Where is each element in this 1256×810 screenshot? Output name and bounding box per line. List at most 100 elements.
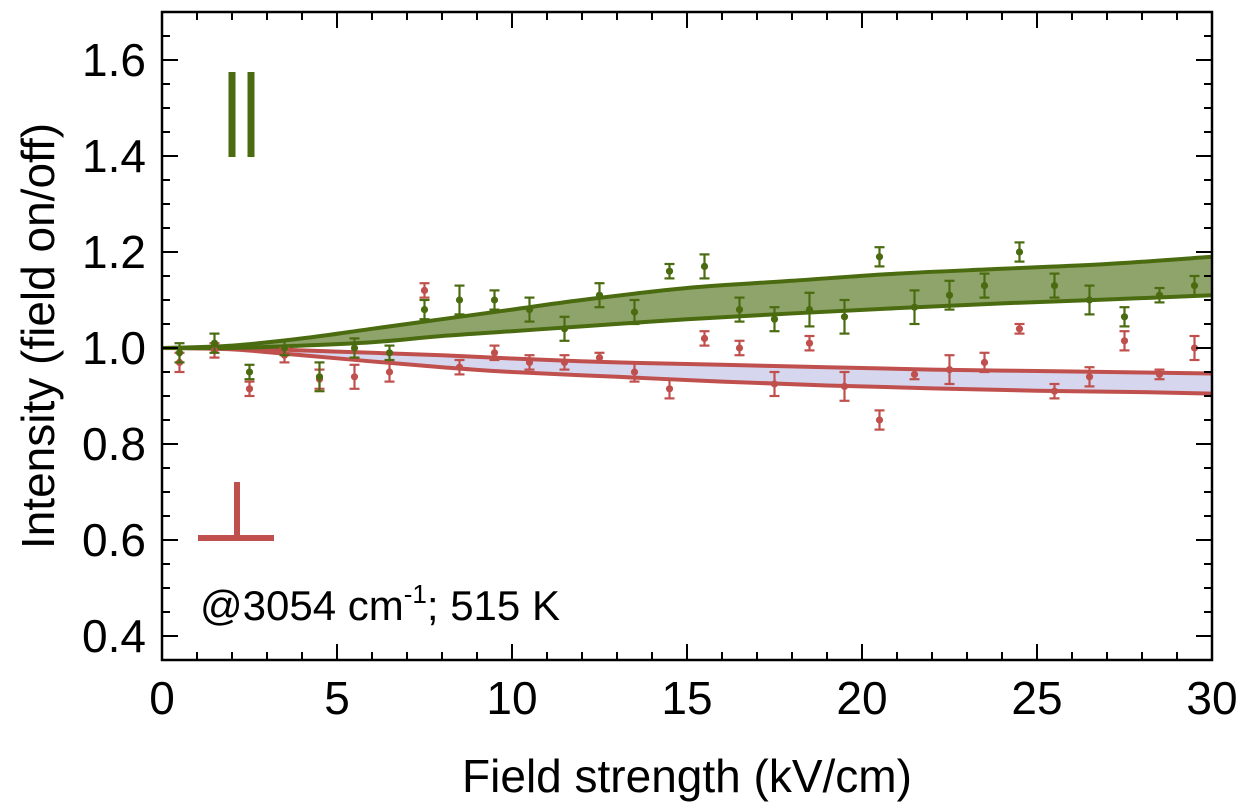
parallel-data-point: [524, 296, 535, 323]
parallel-marker: [1050, 282, 1059, 290]
perpendicular-marker: [840, 382, 849, 390]
parallel-data-point: [419, 298, 430, 321]
parallel-marker: [840, 313, 849, 321]
parallel-data-point: [1014, 241, 1025, 263]
perpendicular-data-point: [489, 344, 500, 362]
parallel-data-point: [279, 339, 290, 357]
x-tick-labels: 0 5 10 15 20 25 30: [149, 672, 1237, 724]
parallel-marker: [805, 306, 814, 314]
parallel-marker: [245, 368, 254, 376]
legend-parallel-symbol: ||: [228, 72, 255, 157]
parallel-marker: [315, 373, 324, 381]
parallel-data-point: [664, 262, 675, 280]
legend-perpendicular-symbol: ⊥: [198, 482, 274, 541]
x-tick-label: 0: [149, 672, 175, 724]
fit-curves: [161, 254, 1213, 396]
parallel-marker: [1120, 313, 1129, 321]
parallel-marker: [175, 349, 184, 357]
parallel-marker: [525, 306, 534, 314]
parallel-marker: [1015, 248, 1024, 256]
x-tick-label: 20: [836, 672, 887, 724]
perpendicular-data-point: [384, 361, 395, 383]
y-tick-label: 0.6: [82, 514, 146, 566]
parallel-data-point: [314, 361, 325, 393]
perpendicular-data-point: [804, 334, 815, 352]
parallel-marker: [665, 267, 674, 275]
y-axis-title: Intensity (field on/off): [12, 123, 64, 549]
parallel-marker: [735, 306, 744, 314]
perpendicular-marker: [595, 354, 604, 362]
parallel-marker: [980, 282, 989, 290]
parallel-data-point: [909, 289, 920, 326]
perpendicular-data-point: [1084, 366, 1095, 388]
parallel-data-point: [244, 363, 255, 381]
parallel-marker: [385, 349, 394, 357]
perpendicular-marker: [560, 358, 569, 366]
perpendicular-marker: [630, 368, 639, 376]
perpendicular-data-point: [1154, 368, 1165, 381]
perpendicular-marker: [1190, 344, 1199, 352]
perpendicular-marker: [910, 370, 919, 378]
perpendicular-data-point: [909, 368, 920, 381]
perpendicular-data-point: [979, 351, 990, 374]
perpendicular-upper-curve: [161, 345, 1213, 376]
parallel-marker: [210, 339, 219, 347]
perpendicular-marker: [805, 339, 814, 347]
y-tick-label: 0.8: [82, 418, 146, 470]
parallel-marker: [1190, 282, 1199, 290]
parallel-data-point: [629, 298, 640, 326]
perpendicular-data-point: [874, 409, 885, 431]
perpendicular-lower-curve: [161, 346, 1213, 396]
parallel-marker: [630, 308, 639, 316]
parallel-marker: [595, 291, 604, 299]
perpendicular-marker: [665, 385, 674, 393]
perpendicular-marker: [1085, 373, 1094, 381]
annotation-superscript: -1: [404, 579, 427, 609]
annotation-suffix: ; 515 K: [427, 582, 560, 629]
parallel-data-point: [1119, 306, 1130, 328]
perpendicular-marker: [875, 416, 884, 424]
perpendicular-marker: [350, 373, 359, 381]
perpendicular-data-point: [524, 354, 535, 371]
parallel-upper-curve: [161, 254, 1213, 350]
y-tick-label: 1.2: [82, 226, 146, 278]
parallel-data-point: [489, 289, 500, 311]
parallel-marker: [455, 296, 464, 304]
parallel-data-point: [979, 272, 990, 299]
perpendicular-data-point: [699, 330, 710, 347]
parallel-marker: [700, 262, 709, 270]
parallel-data-point: [454, 284, 465, 316]
parallel-marker: [875, 253, 884, 261]
parallel-marker: [770, 315, 779, 323]
x-tick-label: 25: [1011, 672, 1062, 724]
perpendicular-data-point: [244, 380, 255, 398]
y-tick-labels: 0.4 0.6 0.8 1.0 1.2 1.4 1.6: [82, 34, 146, 662]
perpendicular-marker: [1120, 337, 1129, 345]
parallel-lower-curve: [161, 293, 1213, 351]
perpendicular-data-point: [839, 370, 850, 402]
parallel-marker: [560, 325, 569, 333]
parallel-data-point: [174, 342, 185, 364]
perpendicular-data-point: [629, 361, 640, 383]
parallel-data-point: [769, 306, 780, 333]
perpendicular-data-point: [454, 358, 465, 376]
perpendicular-data-point: [349, 363, 360, 390]
perpendicular-marker: [455, 363, 464, 371]
perpendicular-marker: [245, 385, 254, 393]
parallel-data-point: [874, 246, 885, 268]
y-tick-label: 0.4: [82, 610, 146, 662]
x-tick-label: 30: [1186, 672, 1237, 724]
perpendicular-marker: [945, 366, 954, 374]
parallel-data-point: [1049, 272, 1060, 299]
parallel-data-point: [559, 315, 570, 342]
parallel-marker: [1155, 291, 1164, 299]
perpendicular-data-point: [1049, 382, 1060, 400]
perpendicular-data-point: [594, 351, 605, 364]
parallel-marker: [280, 344, 289, 352]
parallel-marker: [945, 291, 954, 299]
perpendicular-data-point: [419, 282, 430, 299]
parallel-data-point: [839, 298, 850, 335]
parallel-marker: [350, 344, 359, 352]
perpendicular-marker: [1155, 370, 1164, 378]
